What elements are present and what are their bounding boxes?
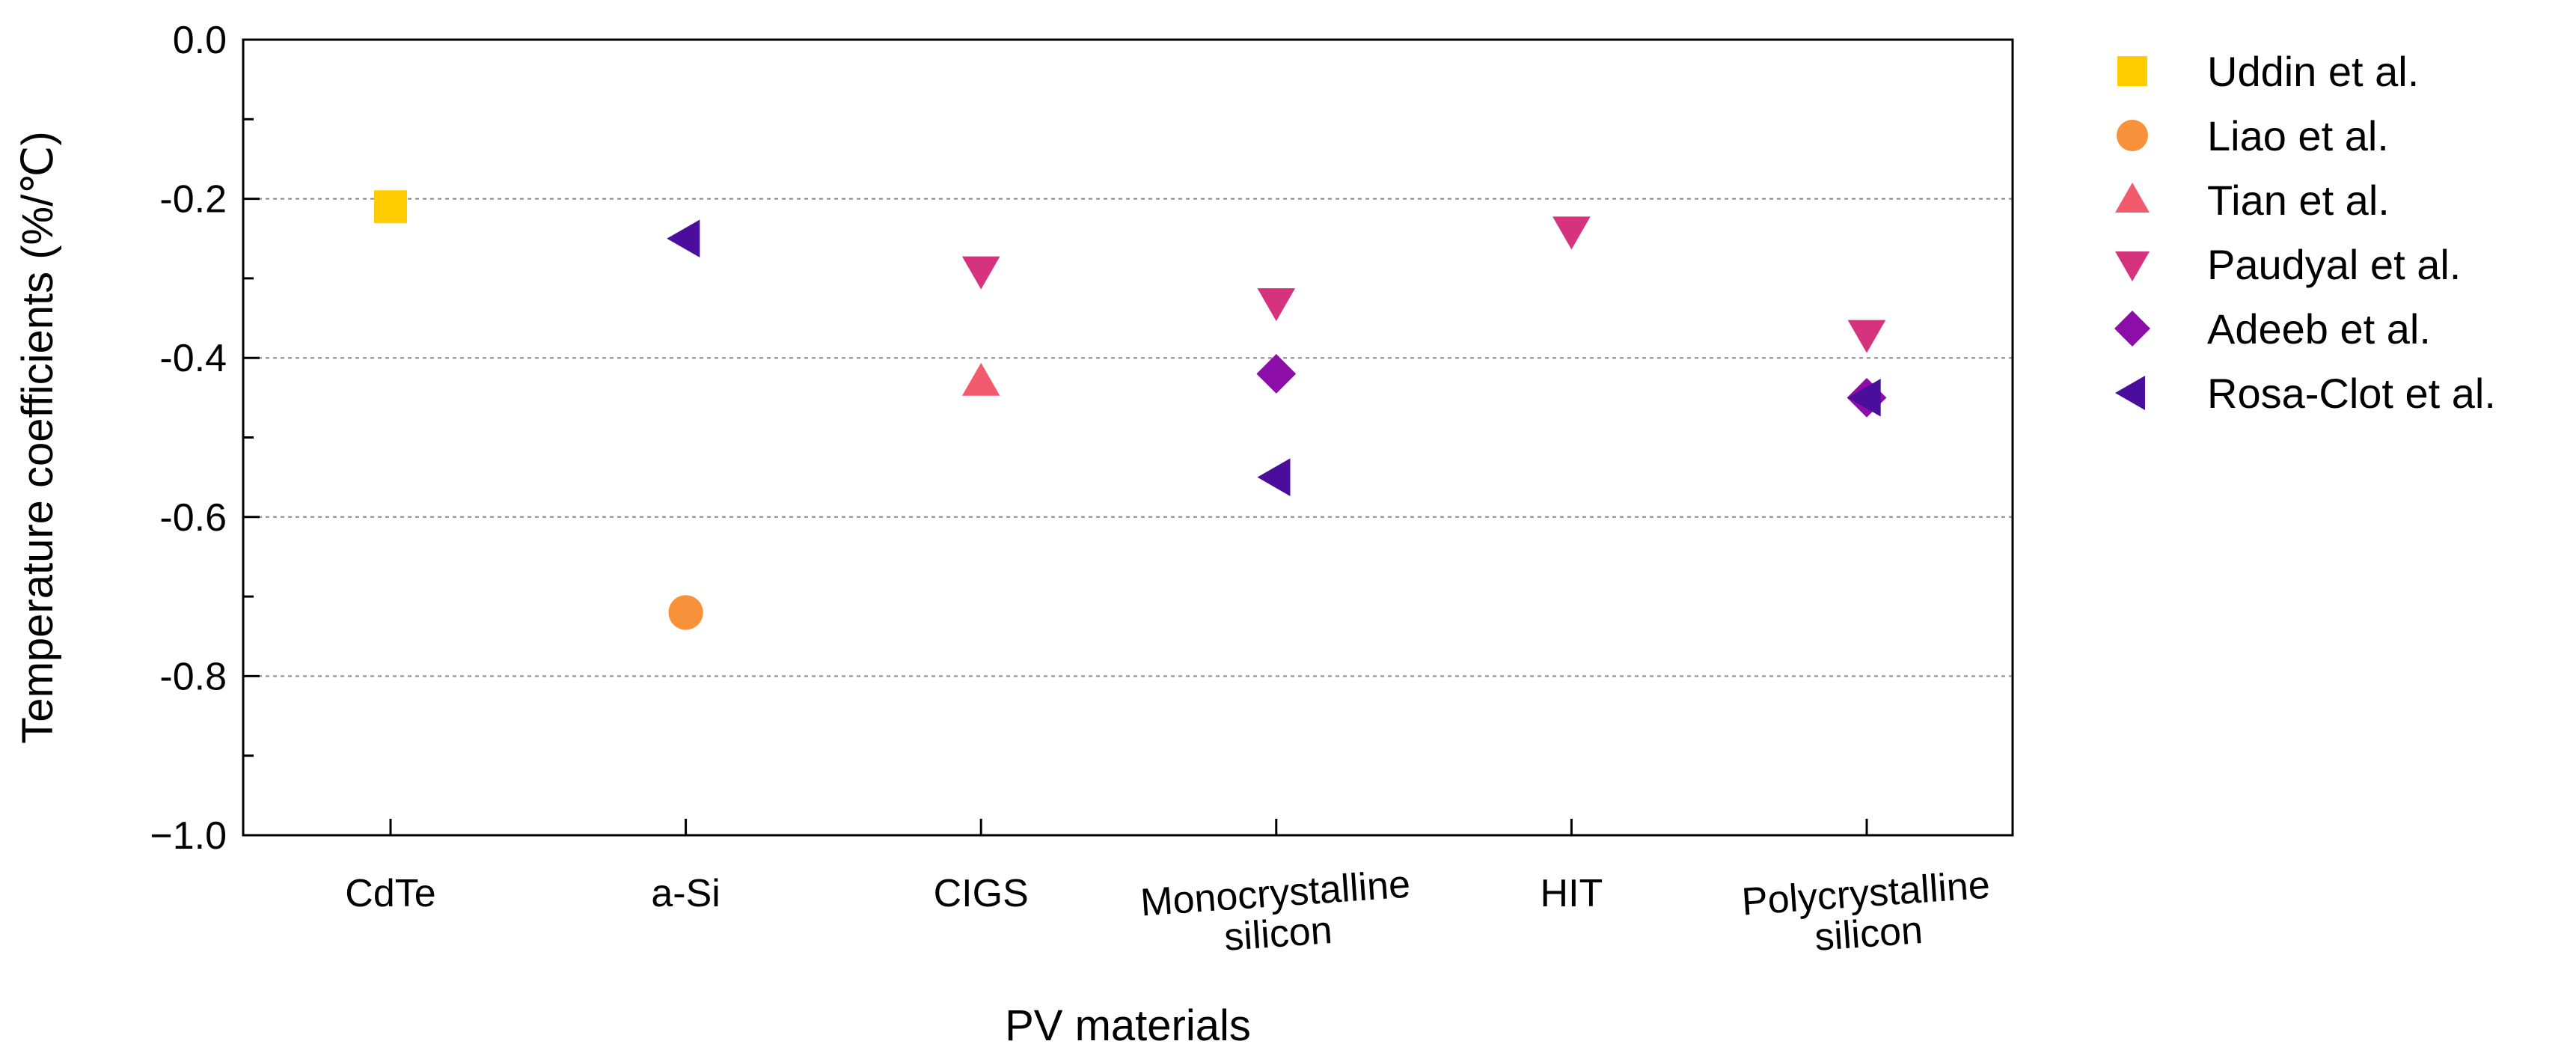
x-tick-label-line: CIGS [934, 872, 1029, 915]
data-point [961, 256, 1000, 290]
legend-label: Liao et al. [2207, 112, 2389, 159]
legend: Uddin et al. Liao et al. Tian et al. Paudya… [2114, 48, 2496, 417]
y-tick-label: -0.8 [159, 655, 227, 698]
x-axis-title: PV materials [1005, 1001, 1251, 1050]
legend-label: Paudyal et al. [2207, 241, 2461, 288]
data-point [1257, 458, 1291, 496]
y-tick-label: -0.6 [159, 496, 227, 540]
legend-item: Liao et al. [2117, 112, 2389, 159]
x-tick-label: CIGS [934, 872, 1029, 915]
y-tick-label: -0.2 [159, 178, 227, 222]
x-tick-label: CdTe [345, 872, 435, 915]
series-liao-et-al [668, 595, 703, 630]
legend-item: Rosa-Clot et al. [2115, 370, 2496, 417]
legend-item: Adeeb et al. [2114, 305, 2431, 353]
legend-label: Adeeb et al. [2207, 305, 2431, 353]
x-tick-label: Polycrystallinesilicon [1740, 864, 1994, 965]
x-tick-label-line: silicon [1223, 909, 1333, 959]
data-point [1847, 320, 1886, 353]
y-axis-ticks: 0.0 -0.2 -0.4 -0.6 -0.8 −1.0 [150, 19, 260, 858]
data-point [668, 595, 703, 630]
plot-area-frame [242, 38, 2014, 837]
x-axis-ticks: CdTe a-Si CIGS Monocrystallinesilicon HIT Pol… [345, 819, 1994, 965]
data-point [1552, 216, 1591, 250]
legend-marker [2115, 376, 2145, 410]
x-tick-label-line: a-Si [651, 872, 720, 915]
x-tick-label: Monocrystallinesilicon [1139, 863, 1414, 965]
legend-marker [2115, 251, 2150, 281]
x-tick-label: a-Si [651, 872, 720, 915]
legend-marker [2117, 56, 2147, 86]
data-point [1256, 354, 1297, 394]
legend-label: Uddin et al. [2207, 48, 2419, 95]
legend-item: Paudyal et al. [2115, 241, 2461, 288]
data-point [374, 190, 407, 224]
series-adeeb-et-al [1256, 354, 1887, 418]
x-tick-label-line: HIT [1541, 872, 1603, 915]
data-point [667, 219, 700, 258]
legend-marker [2114, 311, 2150, 347]
data-point [1257, 288, 1296, 322]
y-tick-label: 0.0 [173, 19, 227, 62]
series-paudyal-et-al [961, 216, 1886, 353]
legend-marker [2115, 183, 2150, 213]
series-tian-et-al [961, 362, 1000, 396]
x-tick-label: HIT [1541, 872, 1603, 915]
legend-label: Tian et al. [2207, 177, 2390, 224]
y-tick-label: -0.4 [159, 337, 227, 380]
legend-marker [2117, 120, 2148, 151]
legend-item: Uddin et al. [2117, 48, 2419, 95]
data-point [961, 362, 1000, 396]
y-tick-label: −1.0 [150, 814, 227, 858]
data-markers [374, 190, 1887, 630]
x-tick-label-line: CdTe [345, 872, 435, 915]
x-tick-label-line: silicon [1813, 909, 1924, 959]
data-point [1847, 379, 1881, 417]
series-uddin-et-al [374, 190, 407, 224]
gridlines [243, 198, 2013, 677]
series-rosa-clot-et-al [667, 219, 1881, 496]
y-axis-title: Temperature coefficients (%/℃) [13, 131, 62, 743]
legend-label: Rosa-Clot et al. [2207, 370, 2496, 417]
legend-item: Tian et al. [2115, 177, 2390, 224]
